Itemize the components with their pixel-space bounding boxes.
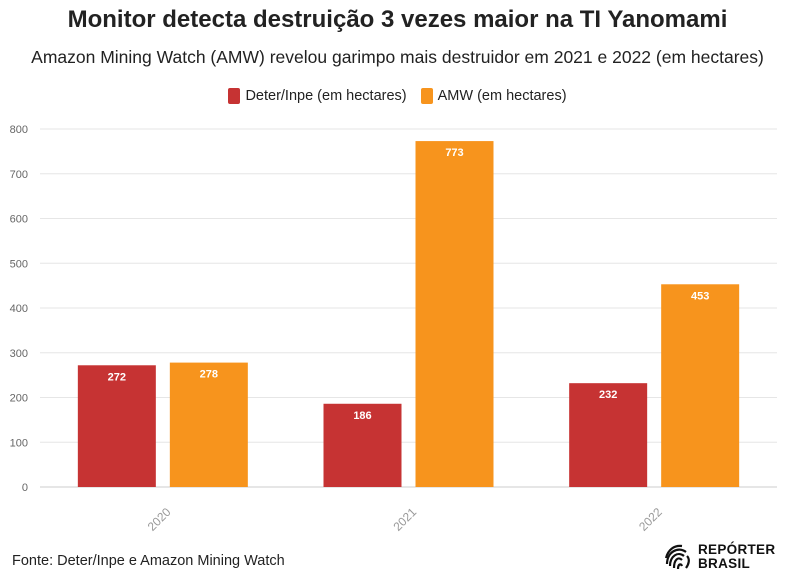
chart-title: Monitor detecta destruição 3 vezes maior…	[67, 6, 728, 33]
data-label: 773	[445, 147, 463, 159]
x-tick-label: 2022	[636, 505, 665, 534]
logo-line-1: REPÓRTER	[698, 542, 776, 557]
y-tick-label: 600	[10, 214, 28, 226]
x-tick-label: 2020	[145, 505, 174, 534]
reporter-brasil-logo: REPÓRTER BRASIL	[664, 543, 775, 571]
chart-subtitle: Amazon Mining Watch (AMW) revelou garimp…	[31, 47, 764, 67]
legend-item-amw[interactable]: AMW (em hectares)	[420, 88, 567, 104]
y-tick-label: 100	[10, 437, 28, 449]
data-label: 232	[599, 389, 617, 401]
y-tick-label: 300	[10, 348, 28, 360]
y-tick-label: 800	[10, 124, 28, 136]
fingerprint-icon	[664, 544, 690, 570]
y-tick-label: 0	[22, 482, 28, 494]
logo-line-2: BRASIL	[698, 556, 751, 571]
data-label: 453	[691, 290, 709, 302]
bar-deter-2022	[569, 383, 648, 487]
legend: Deter/Inpe (em hectares) AMW (em hectare…	[0, 88, 795, 104]
bar-amw-2021	[415, 141, 494, 487]
data-label: 186	[353, 410, 371, 422]
legend-item-deter[interactable]: Deter/Inpe (em hectares)	[228, 88, 407, 104]
y-tick-label: 200	[10, 393, 28, 405]
source-note: Fonte: Deter/Inpe e Amazon Mining Watch	[12, 553, 285, 569]
y-tick-label: 500	[10, 258, 28, 270]
data-label: 278	[200, 369, 218, 381]
legend-swatch-amw	[420, 88, 433, 104]
legend-label-amw: AMW (em hectares)	[437, 88, 567, 104]
y-tick-label: 400	[10, 303, 28, 315]
y-tick-label: 700	[10, 169, 28, 181]
bar-deter-2020	[77, 365, 156, 487]
bar-amw-2022	[661, 284, 740, 487]
legend-label-deter: Deter/Inpe (em hectares)	[245, 88, 407, 104]
data-label: 272	[108, 371, 126, 383]
x-tick-label: 2021	[390, 505, 419, 534]
bar-deter-2021	[323, 403, 402, 487]
bar-amw-2020	[169, 362, 248, 487]
legend-swatch-deter	[228, 88, 241, 104]
